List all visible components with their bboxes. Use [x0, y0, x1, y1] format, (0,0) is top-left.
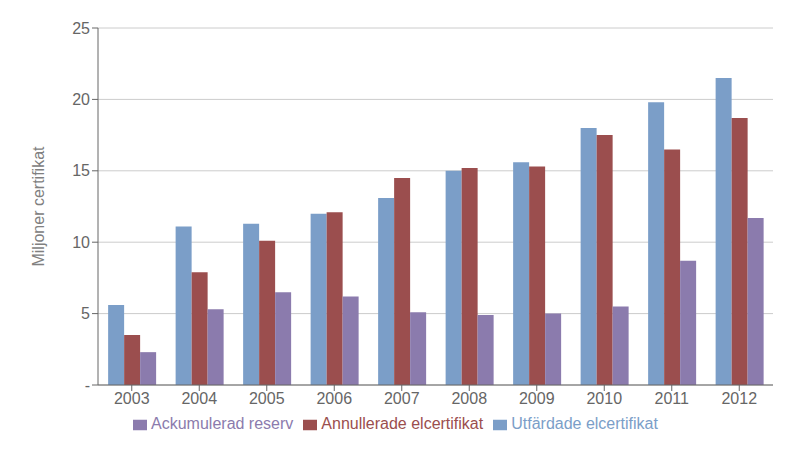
svg-text:2005: 2005 — [249, 390, 285, 407]
svg-text:2012: 2012 — [721, 390, 757, 407]
svg-text:2004: 2004 — [181, 390, 217, 407]
svg-text:2003: 2003 — [114, 390, 150, 407]
svg-text:2006: 2006 — [316, 390, 352, 407]
svg-text:20: 20 — [72, 91, 90, 108]
svg-text:2008: 2008 — [451, 390, 487, 407]
html-text:Annullerade elcertifikat: Annullerade elcertifikat — [321, 415, 484, 432]
html-text:Ackumulerad reserv: Ackumulerad reserv — [151, 415, 294, 432]
svg-text:15: 15 — [72, 162, 90, 179]
svg-text:-: - — [85, 377, 90, 394]
svg-text:2011: 2011 — [655, 390, 690, 407]
svg-text:10: 10 — [72, 234, 90, 251]
html-text:Utfärdade elcertifikat: Utfärdade elcertifikat — [511, 415, 658, 432]
svg-text:Miljoner certifikat: Miljoner certifikat — [30, 146, 47, 267]
svg-text:2007: 2007 — [384, 390, 420, 407]
svg-text:2010: 2010 — [586, 390, 622, 407]
svg-text:2009: 2009 — [519, 390, 555, 407]
svg-text:25: 25 — [72, 20, 90, 37]
svg-text:5: 5 — [81, 305, 90, 322]
